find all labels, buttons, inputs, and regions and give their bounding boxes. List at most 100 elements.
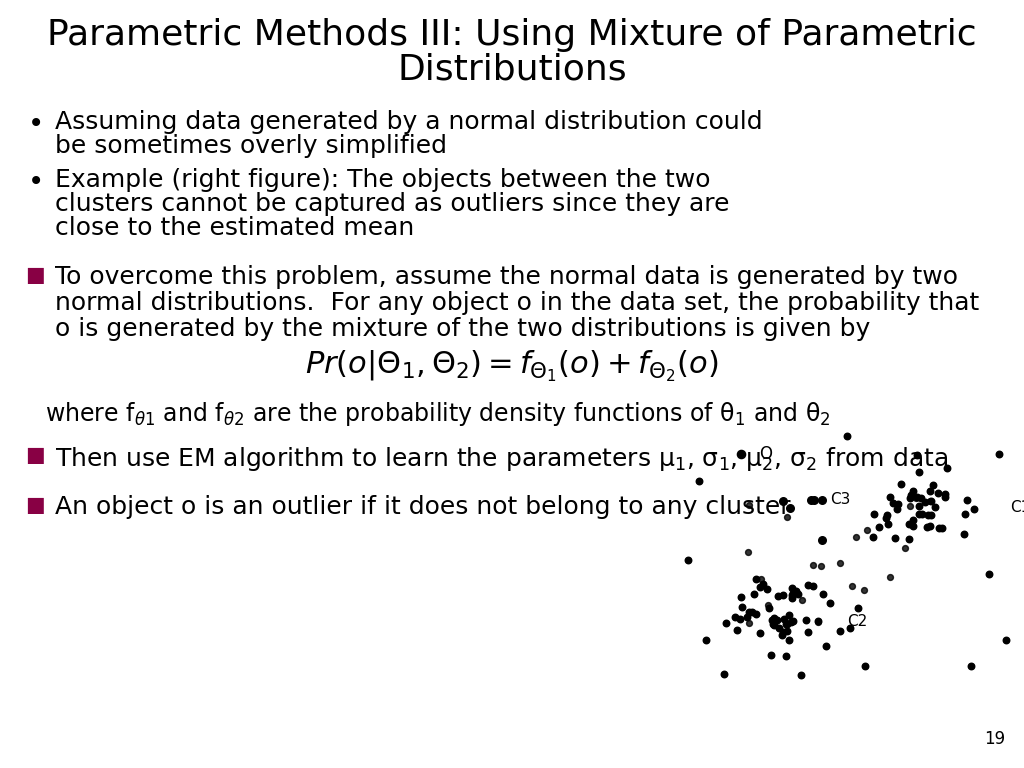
Point [759,583,775,595]
Point [911,500,928,512]
Point [803,494,819,506]
Point [902,492,919,504]
Text: C3: C3 [829,492,850,507]
Point [755,578,771,590]
Text: Parametric Methods III: Using Mixture of Parametric: Parametric Methods III: Using Mixture of… [47,18,977,52]
Text: close to the estimated mean: close to the estimated mean [55,216,415,240]
Point [729,624,745,636]
Point [718,617,734,629]
Text: normal distributions.  For any object o in the data set, the probability that: normal distributions. For any object o i… [55,291,979,315]
Point [778,625,795,637]
Point [733,591,750,604]
Text: •: • [28,110,44,138]
Text: ■: ■ [25,445,45,465]
Text: 19: 19 [984,730,1005,748]
Point [783,589,800,601]
Point [810,616,826,628]
Point [856,584,872,597]
Point [831,557,848,569]
Point [957,508,974,521]
Point [958,494,975,506]
Point [794,594,810,606]
Point [698,634,715,646]
Point [934,522,950,535]
Point [805,558,821,571]
Point [748,573,764,585]
Point [939,462,955,474]
Point [926,479,942,492]
Point [805,579,821,591]
Text: To overcome this problem, assume the normal data is generated by two: To overcome this problem, assume the nor… [55,265,958,289]
Point [833,625,849,637]
Point [913,492,930,505]
Point [782,616,799,628]
Text: clusters cannot be captured as outliers since they are: clusters cannot be captured as outliers … [55,192,729,216]
Point [857,660,873,673]
Point [930,487,946,499]
Point [716,668,732,680]
Point [919,521,935,534]
Text: be sometimes overly simplified: be sometimes overly simplified [55,134,447,158]
Point [880,518,896,530]
Point [776,613,793,625]
Point [902,499,919,511]
Point [865,531,882,543]
Point [922,519,938,531]
Text: C2: C2 [848,614,867,629]
Text: Then use EM algorithm to learn the parameters μ$_1$, σ$_1$, μ$_2$, σ$_2$ from da: Then use EM algorithm to learn the param… [55,445,948,473]
Point [909,449,926,462]
Point [752,581,768,593]
Point [733,601,750,614]
Point [814,494,830,506]
Point [738,611,755,624]
Text: Example (right figure): The objects between the two: Example (right figure): The objects betw… [55,168,711,192]
Text: An object o is an outlier if it does not belong to any cluster: An object o is an outlier if it does not… [55,495,791,519]
Point [922,485,938,498]
Point [740,617,757,630]
Point [896,542,912,554]
Point [777,618,794,631]
Point [810,615,826,627]
Point [763,649,779,661]
Point [794,669,810,681]
Text: $Pr(o|\Theta_1, \Theta_2) = f_{\Theta_1}(o) + f_{\Theta_2}(o)$: $Pr(o|\Theta_1, \Theta_2) = f_{\Theta_1}… [305,348,719,384]
Point [773,629,790,641]
Point [769,614,785,626]
Point [691,475,708,487]
Point [761,602,777,614]
Point [907,492,924,504]
Point [775,495,792,507]
Point [731,613,748,625]
Point [781,634,798,646]
Point [753,572,769,584]
Point [981,568,997,580]
Point [740,605,757,617]
Point [902,488,919,501]
Point [840,430,856,442]
Point [904,520,921,532]
Point [998,634,1015,646]
Point [893,478,909,490]
Point [760,599,776,611]
Point [783,592,800,604]
Point [850,602,866,614]
Point [909,491,926,503]
Text: Distributions: Distributions [397,52,627,86]
Point [904,485,921,497]
Text: •: • [28,168,44,196]
Point [931,521,947,534]
Point [922,495,938,507]
Point [766,612,782,624]
Point [882,491,898,503]
Point [752,627,768,639]
Point [910,466,927,478]
Point [842,621,858,634]
Point [880,508,896,521]
Point [743,606,760,618]
Point [765,618,781,631]
Text: Assuming data generated by a normal distribution could: Assuming data generated by a normal dist… [55,110,763,134]
Point [787,585,804,598]
Text: C1: C1 [1010,500,1024,515]
Point [913,508,930,520]
Point [783,581,800,594]
